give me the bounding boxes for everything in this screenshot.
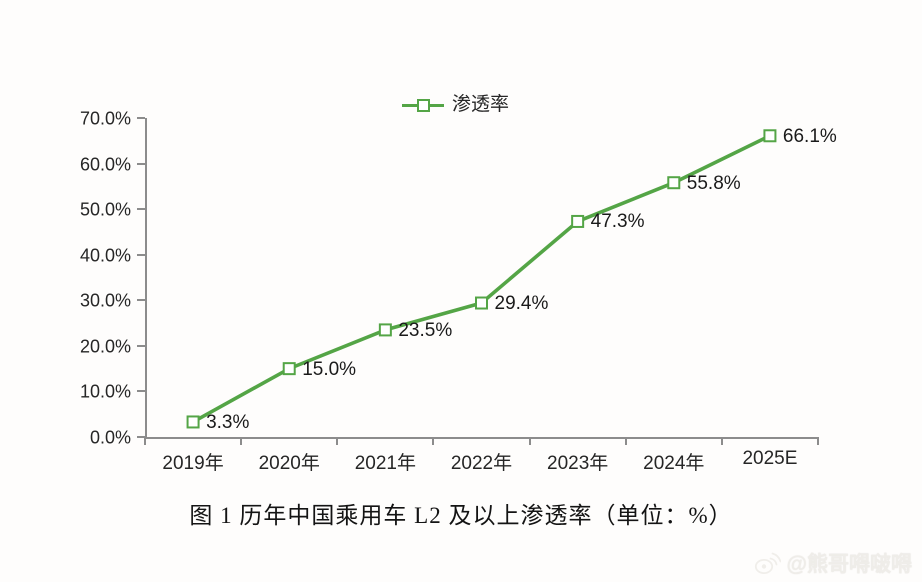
data-point-label: 15.0%	[302, 358, 357, 380]
y-axis-tick-label: 20.0%	[79, 336, 131, 357]
y-axis-tick-label: 70.0%	[79, 108, 131, 129]
y-axis-tick	[137, 253, 145, 256]
y-axis-tick-label: 10.0%	[79, 381, 131, 402]
chart-title: 图 1 历年中国乘用车 L2 及以上渗透率（单位：%）	[189, 503, 733, 528]
y-axis-tick	[137, 436, 145, 438]
data-point-label: 29.4%	[494, 293, 549, 315]
data-point-label: 66.1%	[782, 125, 837, 147]
x-axis-tick	[240, 437, 243, 445]
data-point-marker	[475, 296, 488, 310]
y-axis-tick	[137, 344, 145, 347]
x-axis-category-label: 2023年	[547, 453, 609, 474]
x-axis-line	[145, 437, 818, 439]
x-axis-category-label: 2020年	[258, 453, 320, 474]
data-point-label: 55.8%	[686, 172, 741, 194]
data-point-marker	[186, 415, 200, 429]
x-axis-tick	[432, 437, 435, 445]
data-point-marker	[282, 362, 296, 376]
y-axis-tick-label: 30.0%	[79, 290, 131, 311]
x-axis-category-label: 2021年	[354, 453, 416, 474]
weibo-icon	[754, 552, 781, 574]
data-point-marker	[763, 129, 777, 143]
x-axis-category-label: 2019年	[162, 453, 224, 474]
y-axis-tick	[137, 390, 145, 393]
x-axis-category-label: 2024年	[643, 453, 705, 474]
data-point-label: 23.5%	[398, 319, 453, 341]
x-axis-tick	[624, 437, 627, 445]
y-axis-line	[145, 118, 147, 439]
x-axis-tick	[144, 437, 146, 445]
data-point-label: 3.3%	[206, 411, 250, 433]
x-axis-category-label: 2022年	[450, 453, 513, 474]
x-axis-tick	[817, 437, 819, 445]
legend-square-marker-icon	[417, 99, 430, 112]
legend-label: 渗透率	[452, 94, 510, 115]
data-point-marker	[571, 214, 585, 228]
watermark-text: @熊哥嘚啵嘚	[786, 553, 912, 576]
data-point-marker	[378, 323, 392, 337]
x-axis-category-label: 2025E	[742, 448, 798, 469]
y-axis-tick	[137, 162, 145, 165]
y-axis-tick-label: 0.0%	[89, 427, 131, 448]
legend-line-marker-swatch	[402, 94, 444, 116]
series-line	[192, 134, 771, 424]
y-axis-tick	[137, 117, 145, 119]
y-axis-tick	[137, 299, 145, 302]
x-axis-tick	[336, 437, 339, 445]
x-axis-tick	[528, 437, 531, 445]
x-axis-tick	[720, 437, 723, 445]
watermark: @熊哥嘚啵嘚	[753, 548, 912, 578]
y-axis-tick-label: 50.0%	[79, 199, 131, 220]
y-axis-tick-label: 40.0%	[79, 245, 131, 266]
data-point-marker	[667, 176, 681, 190]
data-point-label: 47.3%	[590, 211, 645, 233]
y-axis-tick-label: 60.0%	[79, 154, 131, 175]
chart-legend: 渗透率	[402, 94, 509, 116]
y-axis-tick	[137, 208, 145, 211]
